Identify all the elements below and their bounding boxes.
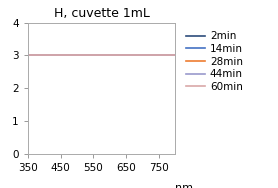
Legend: 2min, 14min, 28min, 44min, 60min: 2min, 14min, 28min, 44min, 60min <box>185 30 244 93</box>
Text: nm: nm <box>175 183 193 188</box>
Title: H, cuvette 1mL: H, cuvette 1mL <box>54 7 149 20</box>
